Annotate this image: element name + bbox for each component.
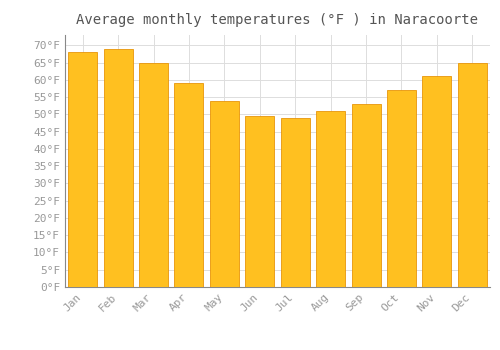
Bar [387,90,416,287]
Bar [422,76,452,287]
Bar [139,63,168,287]
Bar [210,100,239,287]
Bar [104,49,132,287]
Bar [68,52,97,287]
Bar [458,63,487,287]
Bar [174,83,204,287]
Title: Average monthly temperatures (°F ) in Naracoorte: Average monthly temperatures (°F ) in Na… [76,13,478,27]
Bar [316,111,345,287]
Bar [280,118,310,287]
Bar [352,104,380,287]
Bar [246,116,274,287]
